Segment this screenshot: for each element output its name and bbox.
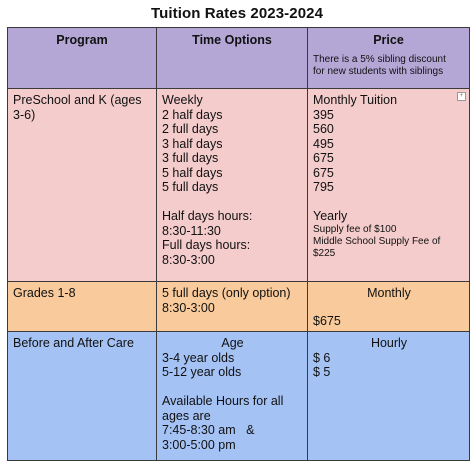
- option-2-half-days: 2 half days: [162, 107, 223, 122]
- sibling-note-line-1: There is a 5% sibling discount: [313, 54, 446, 65]
- preschool-program-line-1: PreSchool and K (ages: [13, 93, 142, 107]
- yearly-label: Yearly: [313, 209, 348, 223]
- weekly-label: Weekly: [162, 93, 203, 107]
- available-hours-line-1: Available Hours for all: [162, 394, 284, 408]
- price-5-full-days: 795: [313, 180, 334, 194]
- time-options-header: Time Options: [156, 27, 308, 89]
- preschool-row: PreSchool and K (ages 3-6) Weekly 2 half…: [7, 88, 470, 282]
- price-2-half-days: 395: [313, 107, 334, 122]
- page-title: Tuition Rates 2023-2024: [150, 5, 324, 22]
- option-3-half-days: 3 half days: [162, 136, 223, 151]
- available-hours-morning: 7:45-8:30 am &: [162, 423, 255, 437]
- price-5-half-days: 675: [313, 165, 334, 180]
- program-header: Program: [7, 27, 157, 89]
- care-time-cell: Age 3-4 year olds 5-12 year olds Availab…: [156, 331, 308, 461]
- preschool-program-cell: PreSchool and K (ages 3-6): [7, 88, 157, 282]
- tuition-table: Program Time Options Price There is a 5%…: [7, 27, 470, 461]
- header-row: Program Time Options Price There is a 5%…: [7, 27, 470, 89]
- price-3-half-days: 495: [313, 136, 334, 151]
- available-hours-afternoon: 3:00-5:00 pm: [162, 437, 236, 452]
- preschool-program-line-2: 3-6): [13, 107, 36, 122]
- price-2-full-days: 560: [313, 122, 334, 136]
- age-5-12: 5-12 year olds: [162, 365, 242, 379]
- grades-hours: 8:30-3:00: [162, 300, 215, 315]
- monthly-tuition-label: Monthly Tuition: [313, 93, 398, 107]
- rate-3-4: $ 6: [313, 350, 331, 365]
- grades-price: $675: [313, 313, 341, 328]
- option-5-half-days: 5 half days: [162, 165, 223, 180]
- preschool-price-cell: + Monthly Tuition 395 560 495 675 675 79…: [307, 88, 470, 282]
- sibling-note-line-2: for new students with siblings: [313, 66, 444, 77]
- price-header-label: Price: [373, 33, 404, 47]
- age-3-4: 3-4 year olds: [162, 350, 235, 365]
- half-days-hours-label: Half days hours:: [162, 209, 253, 223]
- middle-school-supply-fee-line-2: $225: [313, 247, 336, 259]
- supply-fee: Supply fee of $100: [313, 223, 397, 235]
- grades-price-cell: Monthly $675: [307, 281, 470, 332]
- grades-option: 5 full days (only option): [162, 286, 291, 300]
- hourly-label: Hourly: [370, 336, 408, 350]
- grades-time-cell: 5 full days (only option) 8:30-3:00: [156, 281, 308, 332]
- full-days-hours: 8:30-3:00: [162, 252, 215, 267]
- grades-row: Grades 1-8 5 full days (only option) 8:3…: [7, 281, 470, 332]
- grades-program-cell: Grades 1-8: [7, 281, 157, 332]
- price-3-full-days: 675: [313, 151, 334, 165]
- rate-5-12: $ 5: [313, 365, 331, 379]
- care-program-cell: Before and After Care: [7, 331, 157, 461]
- middle-school-supply-fee-line-1: Middle School Supply Fee of: [313, 235, 441, 247]
- half-days-hours: 8:30-11:30: [162, 223, 221, 238]
- option-5-full-days: 5 full days: [162, 180, 219, 194]
- option-2-full-days: 2 full days: [162, 122, 219, 136]
- age-label: Age: [221, 336, 244, 350]
- care-price-cell: Hourly $ 6 $ 5: [307, 331, 470, 461]
- comment-marker-icon[interactable]: +: [457, 92, 466, 101]
- available-hours-line-2: ages are: [162, 408, 211, 423]
- option-3-full-days: 3 full days: [162, 151, 219, 165]
- full-days-hours-label: Full days hours:: [162, 238, 251, 252]
- grades-monthly-label: Monthly: [367, 286, 411, 300]
- supply-fees: Supply fee of $100 Middle School Supply …: [313, 224, 465, 260]
- sibling-discount-note: There is a 5% sibling discount for new st…: [308, 47, 469, 78]
- preschool-time-cell: Weekly 2 half days 2 full days 3 half da…: [156, 88, 308, 282]
- price-header: Price There is a 5% sibling discount for …: [307, 27, 470, 89]
- care-row: Before and After Care Age 3-4 year olds …: [7, 331, 470, 461]
